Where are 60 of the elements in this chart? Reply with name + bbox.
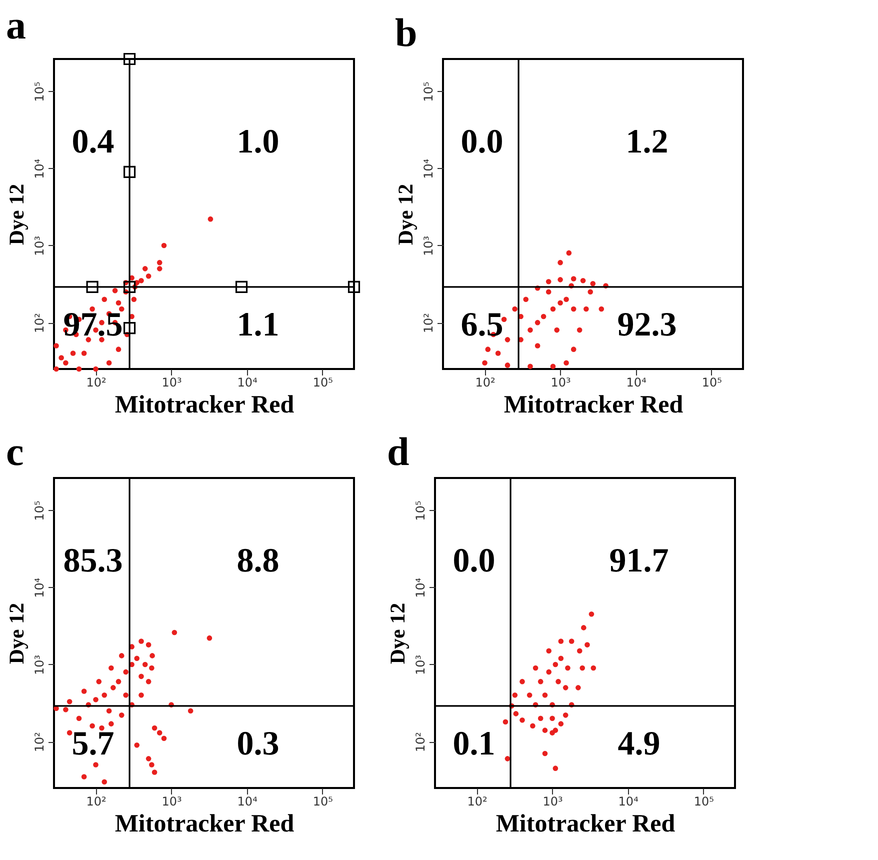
annotation: 0.3 [236,726,280,763]
y-axis-title: Dye 12 [386,602,410,664]
x-tick-label: 10⁴ [618,794,639,808]
chart-title: c [6,429,24,474]
annotation: 91.7 [609,542,669,580]
y-tick-label: 10⁵ [32,500,46,521]
y-tick-label: 10² [32,732,46,752]
y-tick-label: 10⁴ [422,158,436,179]
x-axis-title: Mitotracker Red [496,810,676,838]
y-tick-label: 10⁴ [32,578,46,598]
x-tick-label: 10⁴ [237,794,258,808]
y-tick-label: 10³ [422,236,436,256]
y-tick-label: 10² [414,732,428,752]
x-tick-label: 10² [86,376,106,390]
x-tick-label: 10² [86,794,106,808]
annotation: 0.0 [452,542,496,580]
x-tick-label: 10⁵ [312,794,334,808]
x-tick-label: 10² [467,794,488,808]
annotation: 97.5 [63,306,123,344]
annotation: 1.2 [626,124,668,161]
x-tick-label: 10² [475,376,496,390]
y-tick-label: 10⁴ [414,578,428,598]
annotation: 92.3 [617,306,677,344]
annotation: 0.0 [460,124,504,161]
annotation: 85.3 [63,542,123,580]
x-axis-title: Mitotracker Red [114,810,294,838]
y-tick-label: 10⁵ [32,82,46,102]
x-tick-label: 10⁴ [626,376,647,390]
x-tick-label: 10⁵ [702,376,722,390]
chart-title: b [395,10,418,56]
y-tick-label: 10³ [32,654,46,676]
x-axis-title: Mitotracker Red [504,392,684,418]
annotation: 0.1 [452,726,496,763]
y-axis-title: Dye 12 [4,184,28,246]
chart-title: a [6,2,26,48]
x-tick-label: 10⁴ [237,376,258,390]
annotation: 4.9 [618,726,660,763]
chart-title: d [387,429,410,474]
x-tick-label: 10³ [162,794,182,808]
y-tick-label: 10³ [414,654,428,676]
annotation: 5.7 [72,726,114,763]
y-tick-label: 10³ [32,236,46,256]
annotation: 6.5 [460,306,504,344]
y-tick-label: 10⁵ [414,500,428,521]
x-tick-label: 10³ [542,794,564,808]
y-tick-label: 10⁵ [422,82,436,102]
x-tick-label: 10⁵ [694,794,714,808]
y-tick-label: 10² [32,312,46,334]
annotation: 8.8 [236,542,280,580]
y-tick-label: 10² [422,312,436,334]
x-tick-label: 10³ [162,376,182,390]
annotation: 1.1 [236,306,280,344]
x-tick-label: 10⁵ [312,376,334,390]
x-axis-title: Mitotracker Red [114,392,294,418]
annotation: 1.0 [236,124,280,161]
annotation: 0.4 [72,124,114,161]
y-tick-label: 10⁴ [32,158,46,179]
x-tick-label: 10³ [550,376,572,390]
y-axis-title: Dye 12 [394,184,418,246]
y-axis-title: Dye 12 [4,602,28,664]
